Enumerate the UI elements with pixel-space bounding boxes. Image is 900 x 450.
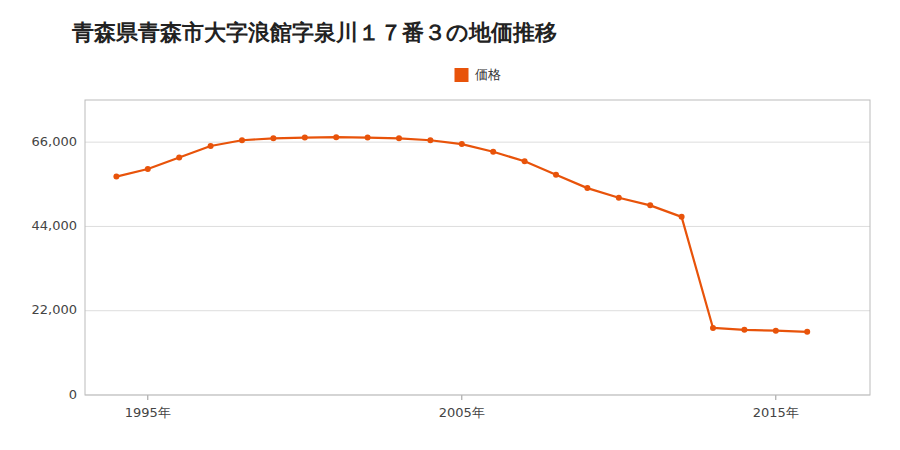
x-tick-label: 2005年 [439,405,485,420]
y-tick-label: 22,000 [32,302,78,317]
x-tick [461,395,462,400]
y-tick-label: 0 [69,387,77,402]
point [584,185,590,191]
point [365,135,371,141]
point [553,172,559,178]
chart-container: 青森県青森市大字浪館字泉川１７番３の地価推移 0 22,000 44,000 66,00… [0,0,900,450]
point [490,149,496,155]
y-tick-label: 44,000 [32,218,78,233]
grid-line [85,226,870,227]
data-area [113,134,810,335]
point [710,325,716,331]
legend-label: 価格 [475,67,501,82]
point [522,158,528,164]
plot-frame [85,100,870,395]
point [145,166,151,172]
x-tick-label: 2015年 [753,405,799,420]
series-line [116,137,807,332]
point [208,143,214,149]
title: 青森県青森市大字浪館字泉川１７番３の地価推移 [71,20,557,45]
point [741,327,747,333]
x-tick [775,395,776,400]
x-tick-label: 1995年 [125,405,171,420]
point [647,202,653,208]
legend-swatch [455,68,469,82]
grid [85,142,870,395]
chart-svg: 青森県青森市大字浪館字泉川１７番３の地価推移 0 22,000 44,000 66,00… [0,0,900,450]
point [113,174,119,180]
point [239,137,245,143]
y-tick-label: 66,000 [32,134,78,149]
grid-line [85,310,870,311]
point [333,134,339,140]
point [616,195,622,201]
point [773,328,779,334]
legend-item: 価格 [455,67,501,83]
point [679,214,685,220]
point [804,329,810,335]
point [459,141,465,147]
point [427,137,433,143]
point [396,135,402,141]
grid-line [85,142,870,143]
x-tick [147,395,148,400]
point [270,135,276,141]
point [302,135,308,141]
legend: 価格 [455,67,501,83]
point [176,154,182,160]
